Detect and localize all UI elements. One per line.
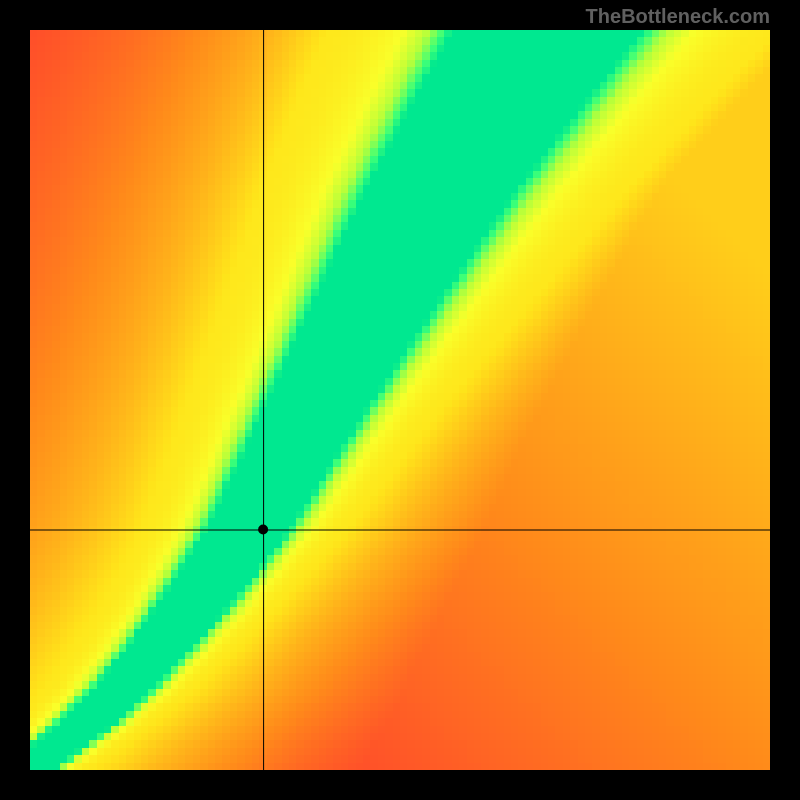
heatmap-plot — [30, 30, 770, 770]
chart-container: TheBottleneck.com — [0, 0, 800, 800]
watermark-text: TheBottleneck.com — [586, 6, 770, 29]
heatmap-canvas — [30, 30, 770, 770]
